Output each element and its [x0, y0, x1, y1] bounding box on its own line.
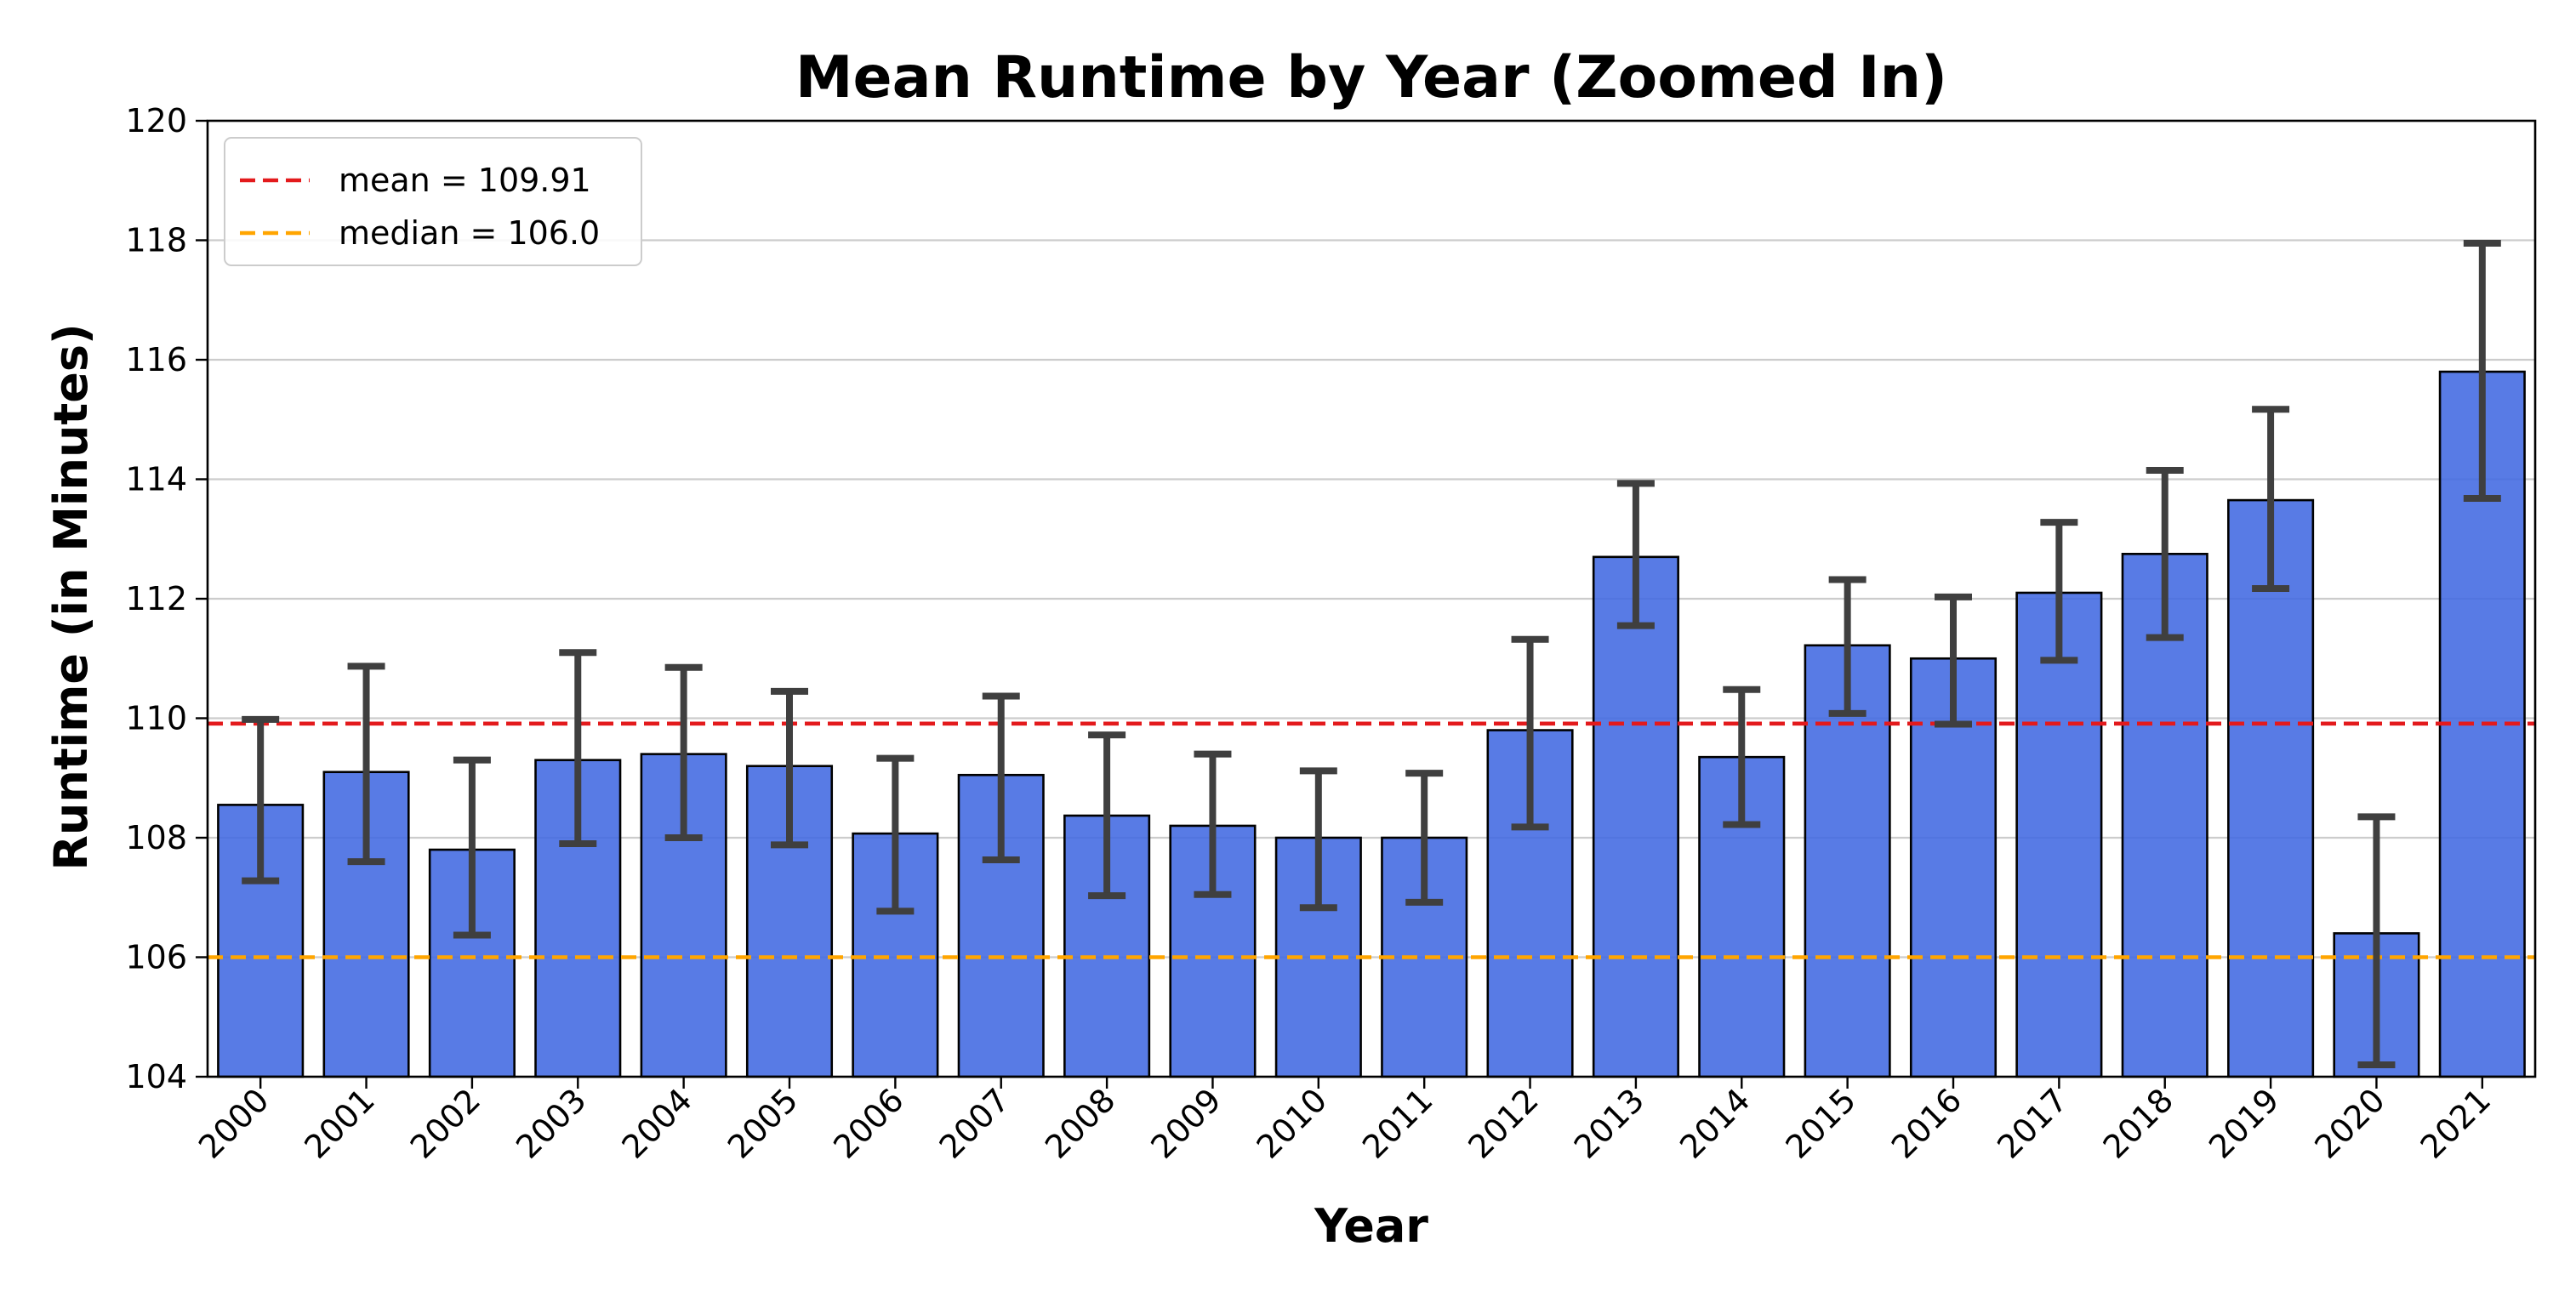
y-tick-label: 116 [125, 341, 187, 378]
x-tick-label: 2008 [1038, 1081, 1123, 1166]
x-tick-label: 2017 [1990, 1081, 2075, 1166]
x-axis-ticks: 2000 2001 2002 2003 2004 2005 2006 2007 2008 2009… [191, 1077, 2498, 1166]
y-tick-label: 104 [125, 1058, 187, 1095]
x-tick-label: 2004 [614, 1081, 699, 1166]
legend: mean = 109.91 median = 106.0 [224, 137, 642, 266]
y-tick-label: 112 [125, 580, 187, 617]
x-tick-label: 2014 [1673, 1081, 1758, 1166]
y-axis-ticks: 104 106 108 110 112 114 116 118 120 [125, 102, 208, 1095]
x-tick-label: 2010 [1250, 1081, 1335, 1166]
x-tick-label: 2016 [1884, 1081, 1969, 1166]
y-tick-label: 120 [125, 102, 187, 139]
x-tick-label: 2021 [2414, 1081, 2499, 1166]
x-tick-label: 2007 [932, 1081, 1017, 1166]
y-tick-label: 106 [125, 939, 187, 976]
x-tick-label: 2001 [297, 1081, 382, 1166]
x-tick-label: 2006 [826, 1081, 911, 1166]
x-tick-label: 2012 [1461, 1081, 1546, 1166]
y-axis-label: Runtime (in Minutes) [44, 323, 98, 870]
x-tick-label: 2000 [191, 1081, 276, 1166]
x-tick-label: 2019 [2202, 1081, 2287, 1166]
bar [1909, 657, 1998, 1078]
y-tick-label: 108 [125, 819, 187, 856]
legend-box [224, 137, 642, 266]
bar [1804, 644, 1891, 1078]
legend-items: mean = 109.91 median = 106.0 [240, 162, 600, 252]
error-bars [242, 240, 2501, 1068]
x-tick-label: 2002 [403, 1081, 488, 1166]
bar [1592, 555, 1679, 1078]
y-tick-label: 118 [125, 222, 187, 259]
x-tick-label: 2009 [1143, 1081, 1228, 1166]
chart-title: Mean Runtime by Year (Zoomed In) [795, 44, 1947, 111]
x-tick-label: 2020 [2307, 1081, 2392, 1166]
x-tick-label: 2011 [1355, 1081, 1440, 1166]
legend-label: median = 106.0 [339, 214, 600, 252]
y-tick-label: 110 [125, 700, 187, 737]
bar [2015, 591, 2103, 1078]
bar [2121, 553, 2208, 1078]
x-tick-label: 2003 [509, 1081, 594, 1166]
x-tick-label: 2018 [2096, 1081, 2181, 1166]
x-axis-label: Year [1314, 1199, 1428, 1253]
bar [2227, 498, 2315, 1078]
x-tick-label: 2015 [1778, 1081, 1863, 1166]
x-tick-label: 2005 [721, 1081, 806, 1166]
y-tick-label: 114 [125, 461, 187, 498]
reference-lines [208, 721, 2535, 959]
x-tick-label: 2013 [1567, 1081, 1652, 1166]
legend-label: mean = 109.91 [339, 162, 591, 199]
bar [957, 773, 1045, 1078]
bar [852, 832, 939, 1078]
